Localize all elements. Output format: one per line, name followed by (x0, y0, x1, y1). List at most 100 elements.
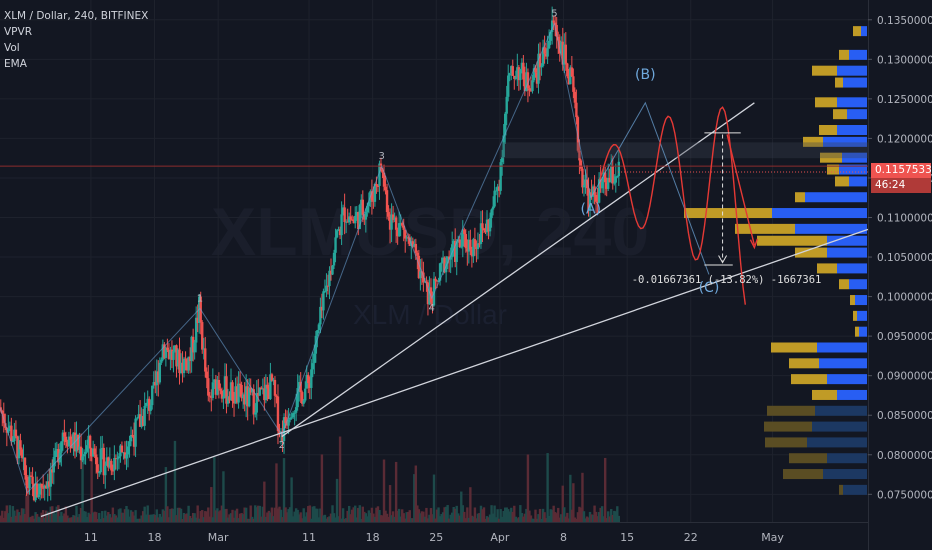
volume-bar (266, 512, 269, 522)
volume-bar (61, 515, 65, 522)
volume-bar (338, 436, 342, 522)
candle-body (48, 481, 51, 487)
volume-bar (204, 511, 207, 522)
volume-bar (261, 506, 265, 522)
candle-body (582, 185, 586, 188)
volume-bar (560, 514, 563, 522)
volume-bar (45, 510, 48, 522)
volume-bar (11, 506, 15, 522)
candle-body (540, 65, 543, 68)
candle-body (223, 376, 227, 397)
candle-body (116, 458, 119, 460)
candle-body (138, 414, 142, 427)
candle-body (61, 432, 65, 442)
volume-bar (134, 510, 137, 522)
volume-bar (144, 514, 148, 522)
candle-body (461, 229, 464, 247)
volume-bar (276, 508, 280, 522)
candle-body (16, 436, 19, 459)
candle-body (152, 382, 155, 386)
candle-body (579, 160, 583, 169)
candle-body (584, 179, 587, 186)
volume-bar (107, 512, 110, 522)
volume-bar (547, 515, 551, 522)
legend-indicator-vpvr[interactable]: VPVR (4, 26, 32, 38)
volume-bar (238, 513, 242, 522)
volume-bar (387, 516, 390, 522)
volume-bar (302, 508, 305, 522)
candle-body (23, 457, 27, 476)
volume-bar (466, 507, 469, 522)
volume-bar (125, 505, 128, 522)
candle-body (458, 239, 461, 248)
candle-body (275, 395, 278, 397)
legend-indicator-vol[interactable]: Vol (4, 42, 20, 54)
candle-body (561, 41, 564, 65)
volume-bar (610, 509, 613, 522)
candle-body (184, 358, 187, 360)
candle-body (37, 494, 40, 497)
volume-bar (29, 516, 33, 522)
candle-body (132, 436, 136, 447)
volume-bar (311, 506, 315, 522)
volume-bar (263, 481, 266, 522)
candle-body (341, 207, 345, 215)
candle-body (537, 53, 540, 84)
candle-body (525, 72, 528, 91)
volume-bar (366, 516, 369, 522)
volume-bar (178, 507, 181, 522)
volume-bar (349, 514, 352, 522)
volume-bar (299, 512, 302, 522)
candle-body (553, 22, 557, 26)
volume-bar (423, 516, 427, 522)
resistance-zone (499, 142, 868, 159)
volume-bar (441, 512, 445, 522)
candle-body (385, 190, 389, 213)
candle-body (605, 182, 608, 189)
candle-body (550, 20, 554, 33)
candle-body (378, 163, 381, 186)
volume-bar (360, 518, 363, 522)
time-axis[interactable]: 11 18 Mar 11 18 25 Apr 8 15 22 May (0, 522, 868, 545)
volume-bar (43, 517, 46, 522)
candle-body (428, 287, 431, 305)
candle-body (270, 374, 274, 381)
candle-body (34, 483, 37, 501)
vp-row-up (837, 125, 867, 135)
legend-title[interactable]: XLM / Dollar, 240, BITFINEX (4, 10, 149, 22)
volume-bar (405, 512, 408, 522)
candle-body (538, 53, 542, 68)
candle-body (234, 386, 237, 404)
volume-bar (307, 506, 310, 522)
volume-bar (226, 517, 230, 522)
volume-bar (217, 511, 221, 522)
x-tick-label: 25 (429, 531, 443, 544)
volume-bar (157, 517, 160, 522)
volume-bar (323, 514, 327, 522)
volume-bar (235, 508, 239, 522)
volume-bar (567, 518, 571, 522)
candle-body (11, 441, 15, 443)
volume-bar (450, 512, 454, 522)
x-tick-label: May (761, 531, 784, 544)
volume-bar (531, 518, 534, 522)
legend-indicator-ema[interactable]: EMA (4, 58, 27, 70)
volume-bar (164, 467, 168, 522)
volume-bar (585, 516, 589, 522)
volume-bar (99, 518, 102, 522)
volume-bar (120, 512, 124, 522)
candle-body (60, 441, 63, 453)
candle-body (170, 349, 174, 360)
volume-bar (447, 518, 451, 522)
candle-body (347, 216, 351, 223)
candle-body (128, 441, 131, 447)
candle-body (528, 88, 531, 91)
volume-bar (485, 516, 489, 522)
volume-bar (457, 513, 460, 522)
volume-bar (19, 515, 22, 522)
trendline-upper (281, 102, 755, 438)
volume-bar (370, 507, 374, 522)
candle-body (98, 472, 101, 474)
